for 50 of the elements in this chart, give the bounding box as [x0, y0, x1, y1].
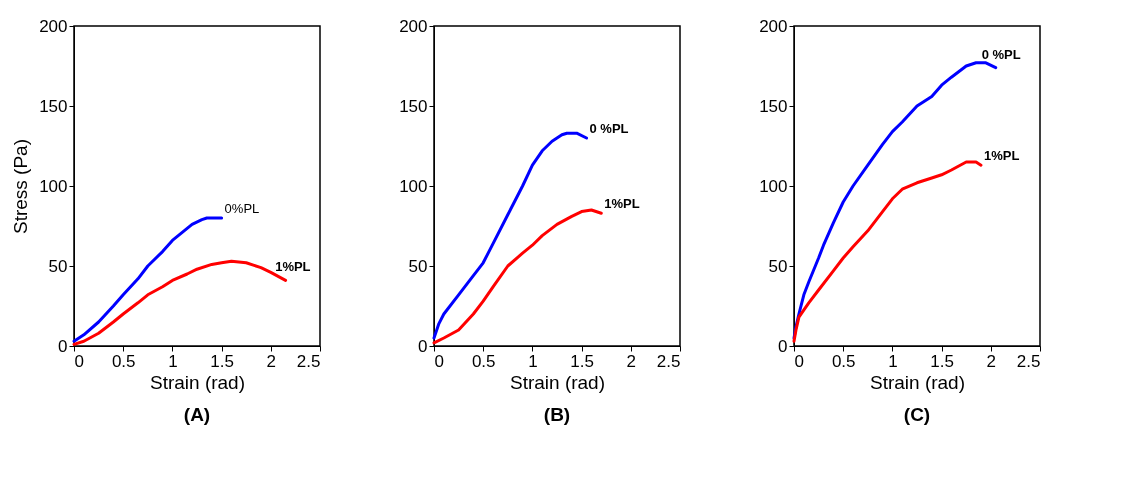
line-series [72, 216, 224, 343]
series-label: 0 %PL [589, 121, 629, 136]
y-tick-label: 0 [778, 336, 788, 356]
x-tick-label: 2 [986, 351, 997, 371]
x-tick-label: 0 [794, 351, 804, 371]
series-label: 0%PL [224, 201, 260, 216]
y-tick-label: 50 [408, 256, 428, 276]
y-tick-label: 200 [39, 16, 68, 36]
y-tick-label: 0 [418, 336, 428, 356]
x-tick-label: 2.5 [1016, 351, 1041, 371]
x-tick-label: 1.5 [570, 351, 594, 371]
x-tick-label: 0 [434, 351, 444, 371]
x-tick-label: 1 [888, 351, 898, 371]
x-tick-label: 0 [74, 351, 84, 371]
y-tick-label: 150 [39, 96, 68, 116]
y-tick-label: 100 [39, 176, 68, 196]
x-tick-label: 1 [528, 351, 538, 371]
x-tick-label: 0.5 [831, 351, 856, 371]
x-tick-label: 1.5 [930, 351, 954, 371]
y-tick-label: 150 [759, 96, 788, 116]
x-tick-label: 2 [266, 351, 277, 371]
x-tick-label: 2 [626, 351, 637, 371]
y-tick-label: 0 [58, 336, 68, 356]
series-label: 0 %PL [981, 46, 1021, 62]
series-label: 1%PL [983, 148, 1020, 164]
text: (C) [903, 404, 931, 425]
x-axis-title: Strain (rad) [509, 371, 606, 393]
text: (A) [183, 404, 211, 425]
x-axis-title: Strain (rad) [869, 371, 966, 393]
x-tick-label: 0.5 [111, 351, 136, 371]
y-tick-label: 100 [399, 176, 428, 196]
line-series [792, 160, 983, 343]
x-tick-label: 0.5 [471, 351, 496, 371]
x-axis-title: Strain (rad) [149, 371, 246, 393]
series-label: 1%PL [275, 259, 311, 275]
y-tick-label: 50 [48, 256, 68, 276]
y-tick-label: 150 [399, 96, 428, 116]
y-tick-label: 200 [759, 16, 788, 36]
text: (B) [543, 404, 571, 425]
x-tick-label: 2.5 [296, 351, 321, 371]
series-label: 1%PL [604, 196, 640, 212]
line-series [432, 131, 589, 340]
x-tick-label: 1 [168, 351, 178, 371]
y-tick-label: 100 [759, 176, 788, 196]
x-tick-label: 1.5 [210, 351, 234, 371]
y-tick-label: 50 [768, 256, 788, 276]
x-tick-label: 2.5 [656, 351, 681, 371]
y-axis-title: Stress (Pa) [10, 138, 32, 235]
line-series [432, 208, 603, 345]
y-tick-label: 200 [399, 16, 428, 36]
